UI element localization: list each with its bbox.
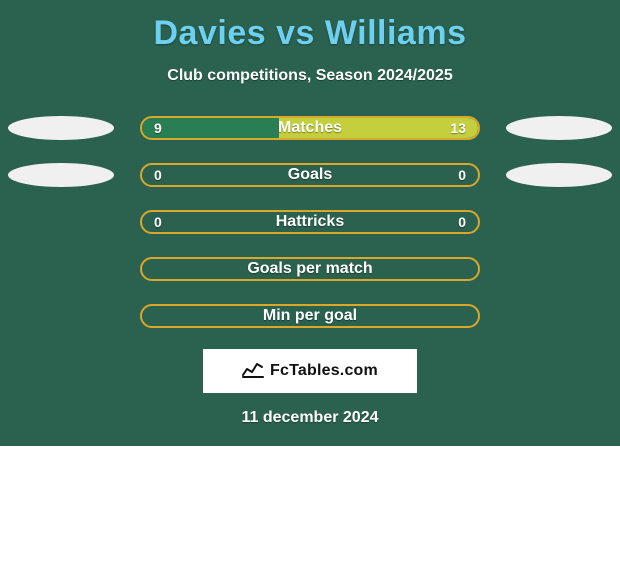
player-a-badge bbox=[8, 163, 114, 187]
stat-bar: Goals per match bbox=[140, 257, 480, 281]
player-a-fill bbox=[142, 118, 279, 138]
player-a-value: 9 bbox=[154, 118, 162, 138]
subtitle: Club competitions, Season 2024/2025 bbox=[0, 67, 620, 85]
attribution-logo-icon bbox=[242, 360, 264, 383]
stat-bar: 913Matches bbox=[140, 116, 480, 140]
stat-label: Goals per match bbox=[142, 259, 478, 279]
player-b-value: 0 bbox=[458, 165, 466, 185]
page-title: Davies vs Williams bbox=[0, 14, 620, 53]
stat-label: Min per goal bbox=[142, 306, 478, 326]
attribution-badge: FcTables.com bbox=[203, 349, 417, 393]
stat-row: 0 0Hattricks bbox=[0, 209, 620, 235]
player-b-fill bbox=[279, 118, 478, 138]
stat-row: Min per goal bbox=[0, 303, 620, 329]
attribution-text: FcTables.com bbox=[270, 362, 378, 380]
stat-label: Goals bbox=[142, 165, 478, 185]
footer-date: 11 december 2024 bbox=[0, 409, 620, 427]
player-a-value: 0 bbox=[154, 165, 162, 185]
stat-bar: 0 0Hattricks bbox=[140, 210, 480, 234]
player-b-value: 13 bbox=[450, 118, 466, 138]
comparison-card: Davies vs Williams Club competitions, Se… bbox=[0, 0, 620, 446]
stat-row: 913Matches bbox=[0, 115, 620, 141]
stat-row: Goals per match bbox=[0, 256, 620, 282]
stat-bar: 0 0Goals bbox=[140, 163, 480, 187]
stat-bar: Min per goal bbox=[140, 304, 480, 328]
player-b-badge bbox=[506, 116, 612, 140]
player-a-badge bbox=[8, 116, 114, 140]
player-b-value: 0 bbox=[458, 212, 466, 232]
stat-row: 0 0Goals bbox=[0, 162, 620, 188]
stat-rows: 913Matches00Goals00HattricksGoals per ma… bbox=[0, 115, 620, 329]
player-b-badge bbox=[506, 163, 612, 187]
stat-label: Hattricks bbox=[142, 212, 478, 232]
player-a-value: 0 bbox=[154, 212, 162, 232]
